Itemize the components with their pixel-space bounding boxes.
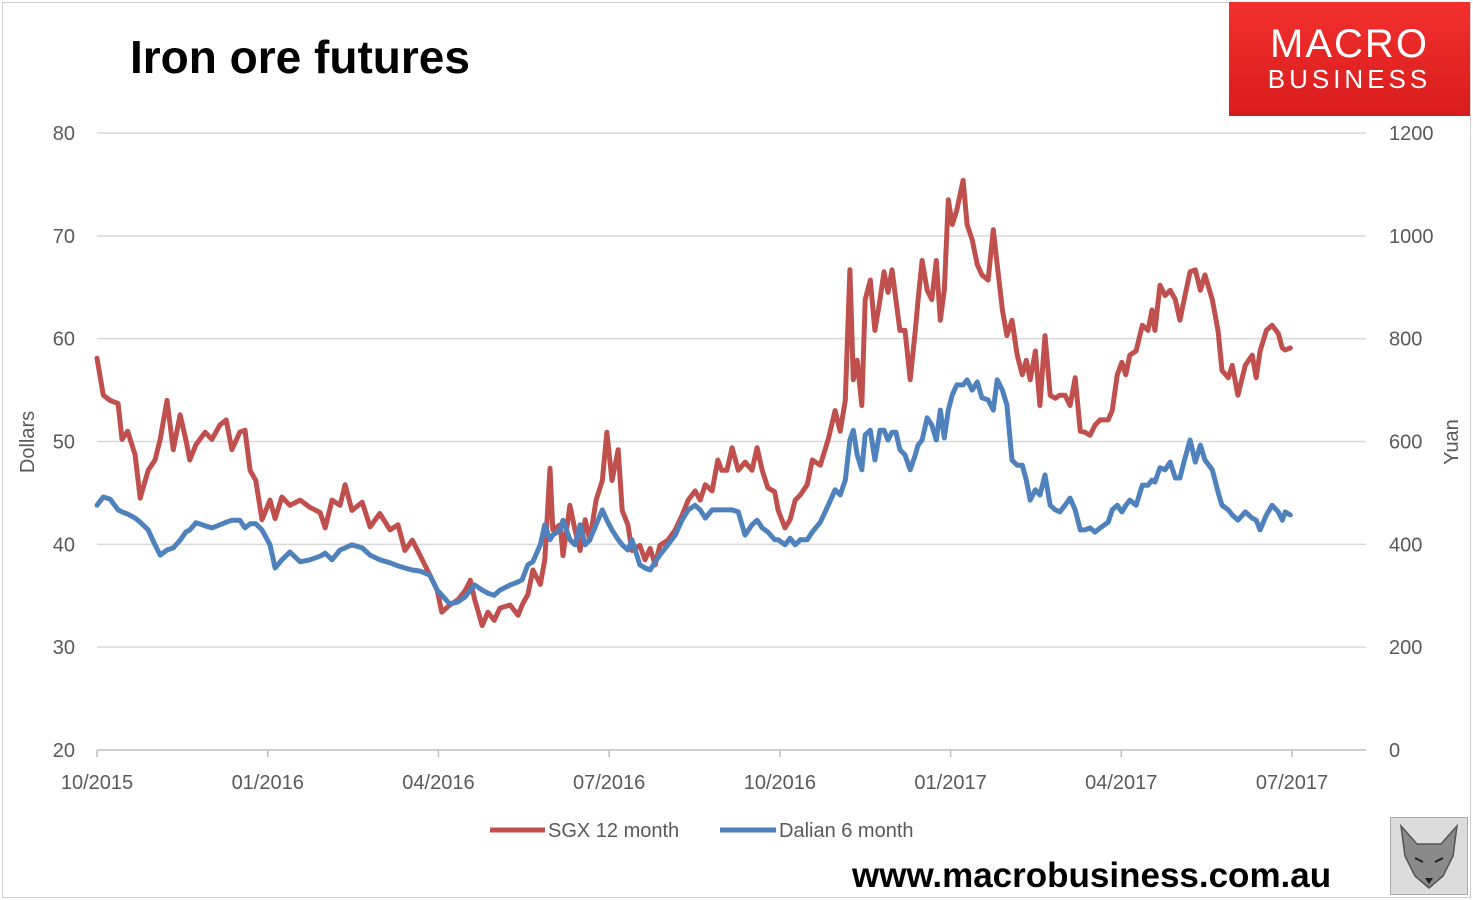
fox-logo-icon [1390, 817, 1468, 895]
y-tick-label: 30 [53, 637, 75, 659]
y-tick-label: 70 [53, 226, 75, 248]
logo-line2: BUSINESS [1267, 64, 1432, 94]
macrobusiness-logo: MACRO BUSINESS [1229, 2, 1470, 116]
y2-tick-label: 200 [1389, 637, 1422, 659]
series-line-sgx-12-month [94, 177, 1293, 629]
x-tick-label: 04/2017 [1085, 772, 1157, 794]
y-tick-label: 80 [53, 123, 75, 145]
y2-tick-label: 400 [1389, 534, 1422, 556]
y-axis-label: Dollars [17, 411, 39, 473]
x-tick-label: 04/2016 [402, 772, 474, 794]
series-line-dalian-6-month [94, 377, 1293, 607]
x-tick-label: 01/2017 [914, 772, 986, 794]
y-tick-label: 60 [53, 329, 75, 351]
y2-tick-label: 1200 [1389, 123, 1434, 145]
x-tick-label: 10/2016 [744, 772, 816, 794]
y2-tick-label: 0 [1389, 740, 1400, 762]
y-tick-label: 40 [53, 534, 75, 556]
y2-axis-label: Yuan [1441, 419, 1463, 465]
legend-label-sgx: SGX 12 month [548, 820, 679, 842]
y2-tick-label: 800 [1389, 329, 1422, 351]
x-tick-label: 01/2016 [232, 772, 304, 794]
x-tick-label: 07/2017 [1256, 772, 1328, 794]
website-url: www.macrobusiness.com.au [852, 856, 1332, 895]
chart-title: Iron ore futures [130, 31, 470, 83]
legend: SGX 12 month Dalian 6 month [490, 820, 914, 842]
logo-line1: MACRO [1270, 22, 1429, 66]
y2-tick-label: 600 [1389, 432, 1422, 454]
y2-tick-label: 1000 [1389, 226, 1434, 248]
y-tick-label: 20 [53, 740, 75, 762]
y-tick-label: 50 [53, 432, 75, 454]
x-tick-label: 10/2015 [61, 772, 133, 794]
x-tick-label: 07/2016 [573, 772, 645, 794]
legend-label-dalian: Dalian 6 month [779, 820, 914, 842]
